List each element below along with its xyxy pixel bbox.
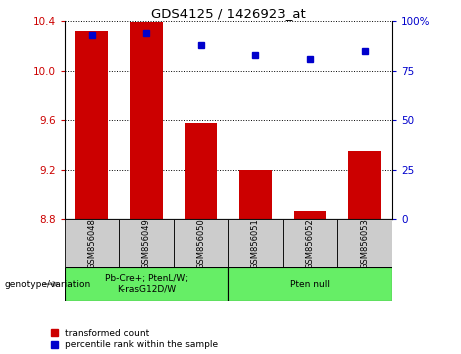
Text: genotype/variation: genotype/variation bbox=[5, 280, 91, 289]
Title: GDS4125 / 1426923_at: GDS4125 / 1426923_at bbox=[151, 7, 306, 20]
Bar bbox=[239, 170, 272, 219]
Text: GSM856050: GSM856050 bbox=[196, 218, 206, 269]
Text: Pten null: Pten null bbox=[290, 280, 330, 289]
Text: GSM856048: GSM856048 bbox=[87, 218, 96, 269]
Bar bbox=[174, 219, 228, 267]
Bar bbox=[337, 219, 392, 267]
Bar bbox=[348, 152, 381, 219]
Bar bbox=[119, 219, 174, 267]
Text: GSM856052: GSM856052 bbox=[306, 218, 314, 269]
Bar bbox=[283, 219, 337, 267]
Text: GSM856049: GSM856049 bbox=[142, 218, 151, 269]
Legend: transformed count, percentile rank within the sample: transformed count, percentile rank withi… bbox=[51, 329, 218, 349]
Text: Pb-Cre+; PtenL/W;
K-rasG12D/W: Pb-Cre+; PtenL/W; K-rasG12D/W bbox=[105, 274, 188, 294]
Text: GSM856053: GSM856053 bbox=[360, 218, 369, 269]
Bar bbox=[184, 123, 217, 219]
Text: GSM856051: GSM856051 bbox=[251, 218, 260, 269]
Bar bbox=[130, 23, 163, 219]
Bar bbox=[294, 211, 326, 219]
Bar bbox=[76, 31, 108, 219]
Bar bbox=[228, 267, 392, 301]
Bar bbox=[65, 219, 119, 267]
Bar bbox=[65, 267, 228, 301]
Bar bbox=[228, 219, 283, 267]
